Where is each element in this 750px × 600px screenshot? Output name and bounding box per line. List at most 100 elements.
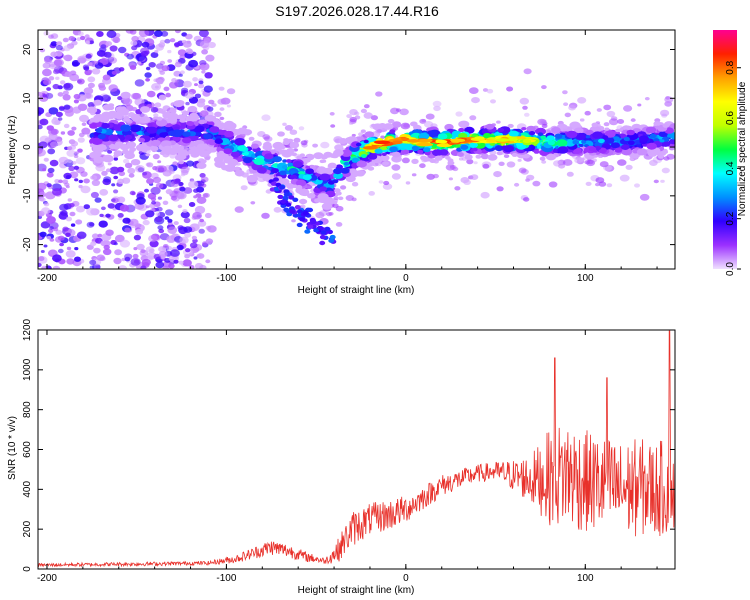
- spectrogram-cell: [161, 65, 170, 72]
- spectrogram-cell: [158, 228, 165, 234]
- spectrogram-cell: [178, 160, 184, 165]
- spectrogram-cell: [56, 41, 63, 46]
- spectrogram-cell: [219, 107, 225, 111]
- spectrogram-cell: [589, 146, 597, 152]
- spectrogram-cell: [411, 145, 419, 151]
- spectrogram-cell: [333, 172, 343, 179]
- spectrogram-cell: [129, 218, 139, 227]
- spectrogram-cell: [296, 209, 303, 214]
- spectrogram-cell: [93, 247, 101, 254]
- spectrogram-cell: [333, 168, 343, 175]
- spectrogram-cell: [198, 83, 205, 89]
- spectrogram-cell: [334, 144, 344, 151]
- colorbar-gradient: [713, 30, 737, 269]
- spectrogram-cell: [107, 203, 116, 209]
- spectrogram-heatmap: [38, 30, 675, 269]
- spectrogram-cell: [124, 253, 133, 260]
- spectrogram-y-tick-label: 0: [22, 144, 33, 150]
- spectrogram-cell: [42, 168, 47, 172]
- spectrogram-cell: [319, 240, 326, 246]
- spectrogram-cell: [80, 171, 88, 177]
- spectrogram-cell: [622, 125, 631, 131]
- spectrogram-cell: [173, 259, 179, 264]
- spectrogram-cell: [43, 202, 50, 207]
- spectrogram-cell: [579, 118, 585, 122]
- spectrogram-cell: [140, 265, 147, 269]
- spectrogram-cell: [363, 139, 369, 144]
- spectrogram-cell: [91, 137, 103, 145]
- spectrogram-cell: [282, 122, 287, 127]
- spectrogram-cell: [72, 106, 82, 114]
- spectrogram-cell: [151, 83, 162, 91]
- spectrogram-cell: [313, 228, 320, 233]
- spectrogram-cell: [58, 179, 63, 184]
- spectrogram-cell: [302, 174, 312, 181]
- spectrogram-cell: [196, 180, 205, 187]
- spectrogram-cell: [623, 105, 633, 112]
- spectrogram-cell: [305, 168, 314, 175]
- spectrogram-cell: [167, 226, 178, 234]
- spectrogram-cell: [383, 123, 394, 130]
- spectrogram-cell: [157, 225, 164, 230]
- snr-y-tick-label: 0: [22, 566, 33, 572]
- spectrogram-cell: [540, 135, 547, 140]
- spectrogram-cell: [183, 80, 192, 88]
- spectrogram-cell: [103, 244, 110, 250]
- spectrogram-cell: [466, 159, 474, 165]
- spectrogram-cell: [149, 145, 159, 152]
- spectrogram-cell: [556, 139, 568, 147]
- spectrogram-cell: [469, 142, 478, 149]
- snr-y-ticks: 0 200 400 600 800 1000 1200: [22, 318, 675, 572]
- spectrogram-cell: [293, 137, 301, 143]
- spectrogram-cell: [74, 178, 79, 182]
- spectrogram-cell: [223, 148, 233, 155]
- spectrogram-cell: [42, 94, 47, 98]
- spectrogram-cell: [174, 143, 180, 148]
- spectrogram-cell: [291, 219, 296, 223]
- spectrogram-cell: [176, 191, 187, 200]
- spectrogram-cell: [114, 234, 125, 243]
- spectrogram-cell: [320, 154, 328, 160]
- spectrogram-cell: [433, 105, 441, 112]
- spectrogram-cell: [203, 85, 213, 93]
- spectrogram-cell: [52, 83, 60, 90]
- spectrogram-cell: [118, 46, 127, 54]
- spectrogram-cell: [87, 76, 96, 83]
- spectrogram-cell: [529, 131, 536, 136]
- spectrogram-cell: [349, 109, 358, 116]
- spectrogram-cell: [100, 44, 107, 49]
- spectrogram-cell: [140, 50, 149, 57]
- spectrogram-cell: [127, 167, 136, 174]
- spectrogram-cell: [214, 111, 222, 118]
- spectrogram-cell: [105, 229, 114, 236]
- spectrogram-cell: [522, 153, 530, 159]
- spectrogram-cell: [76, 231, 87, 239]
- spectrogram-cell: [188, 180, 199, 189]
- spectrogram-cell: [429, 158, 437, 163]
- spectrogram-cell: [227, 158, 239, 167]
- spectrogram-cell: [295, 179, 307, 187]
- spectrogram-cell: [456, 152, 464, 157]
- spectrogram-cell: [124, 134, 133, 140]
- spectrogram-cell: [418, 132, 430, 140]
- snr-series-line: [37, 330, 676, 568]
- spectrogram-cell: [101, 206, 106, 211]
- spectrogram-cell: [48, 34, 54, 39]
- spectrogram-cell: [191, 235, 197, 240]
- spectrogram-cell: [179, 70, 185, 75]
- spectrogram-cell: [58, 156, 69, 165]
- spectrogram-cell: [134, 165, 145, 173]
- spectrogram-cell: [123, 158, 130, 164]
- spectrogram-cell: [159, 39, 166, 45]
- spectrogram-cell: [115, 115, 123, 120]
- spectrogram-cell: [187, 105, 198, 113]
- spectrogram-cell: [117, 213, 124, 218]
- spectrogram-cell: [133, 247, 138, 251]
- spectrogram-cell: [305, 165, 311, 169]
- spectrogram-cell: [188, 202, 196, 207]
- colorbar: 0.0 0.2 0.4 0.6 0.8 Normalized spectral ampl…: [713, 30, 748, 276]
- spectrogram-cell: [159, 70, 165, 75]
- spectrogram-cell: [351, 157, 360, 163]
- spectrogram-cell: [469, 87, 479, 94]
- spectrogram-cell: [501, 145, 509, 150]
